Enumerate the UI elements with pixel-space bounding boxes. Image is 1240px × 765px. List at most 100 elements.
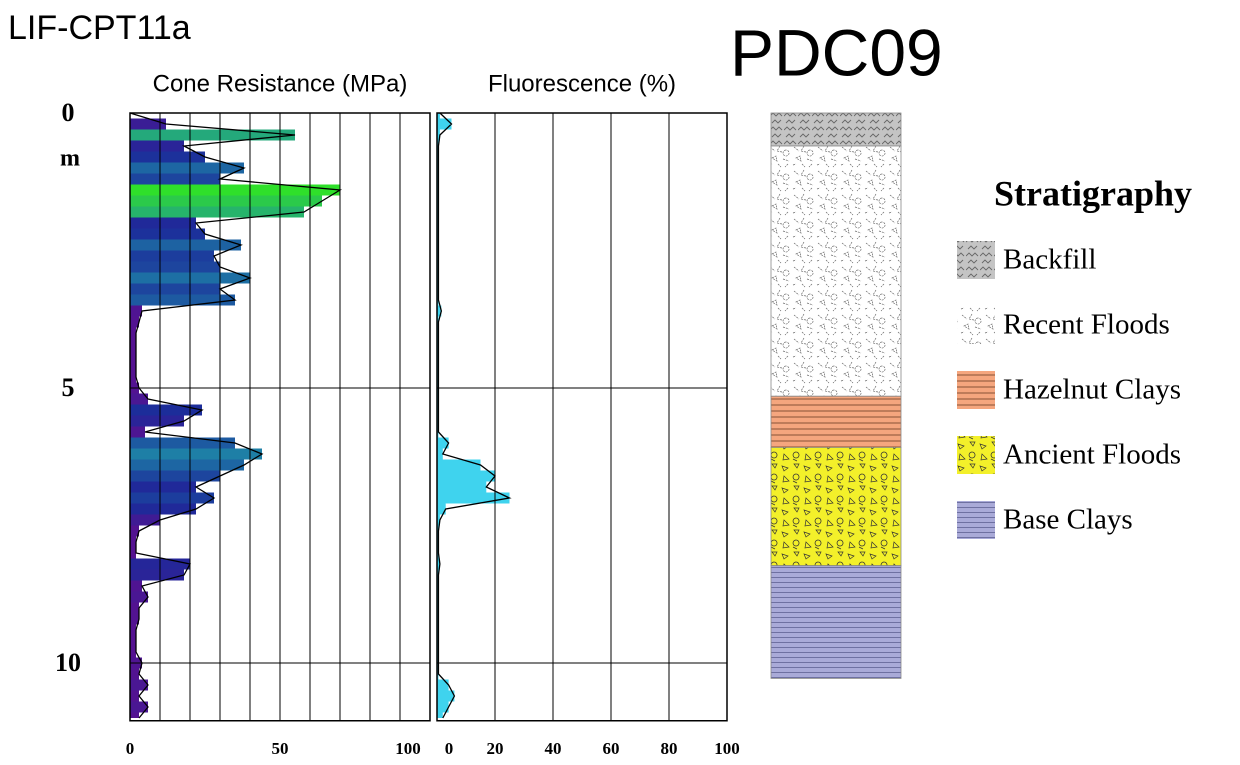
depth-band — [130, 316, 139, 328]
depth-band — [437, 448, 443, 460]
profile-line — [437, 112, 512, 719]
depth-band — [130, 173, 220, 185]
depth-band — [130, 195, 322, 207]
legend-swatch — [957, 306, 995, 344]
panel-frame — [129, 112, 431, 722]
depth-band — [130, 437, 235, 449]
legend-label: Ancient Floods — [1003, 439, 1181, 471]
depth-band — [437, 305, 442, 317]
depth-band — [130, 426, 145, 438]
depth-band — [130, 459, 244, 471]
depth-band — [437, 459, 481, 471]
stratum — [770, 565, 902, 679]
depth-band — [130, 239, 241, 251]
legend-swatch — [957, 501, 995, 539]
depth-band — [437, 129, 440, 141]
panel-title: Cone Resistance (MPa) — [153, 70, 408, 97]
legend-swatch — [957, 241, 995, 279]
depth-band — [130, 481, 196, 493]
depth-band — [130, 294, 235, 306]
depth-band — [130, 668, 139, 680]
x-tick-label: 40 — [545, 739, 562, 758]
depth-band — [130, 679, 148, 691]
depth-band — [130, 547, 136, 559]
depth-band — [437, 701, 449, 713]
legend-swatch — [957, 371, 995, 409]
depth-band — [130, 646, 136, 658]
y-tick-label: 10 — [55, 648, 81, 677]
depth-band — [437, 514, 440, 526]
depth-band — [130, 393, 148, 405]
panel-title: Fluorescence (%) — [488, 70, 676, 97]
panel-frame — [436, 112, 728, 722]
depth-band — [437, 690, 455, 702]
legend-title: Stratigraphy — [994, 173, 1192, 213]
depth-band — [130, 536, 136, 548]
depth-band — [130, 514, 160, 526]
depth-band — [130, 151, 205, 163]
depth-band — [130, 140, 184, 152]
depth-band — [437, 118, 452, 130]
depth-band — [130, 591, 148, 603]
stratum — [770, 446, 902, 567]
site-title: PDC09 — [730, 15, 943, 89]
depth-band — [130, 624, 136, 636]
depth-band — [130, 448, 262, 460]
depth-band — [130, 613, 139, 625]
legend-label: Hazelnut Clays — [1003, 374, 1181, 406]
depth-band — [437, 470, 495, 482]
x-tick-label: 0 — [445, 739, 454, 758]
legend-label: Base Clays — [1003, 504, 1133, 536]
legend-swatch — [957, 436, 995, 474]
depth-band — [130, 690, 139, 702]
depth-band — [130, 492, 214, 504]
x-tick-label: 50 — [272, 739, 289, 758]
depth-band — [437, 437, 449, 449]
depth-band — [130, 404, 202, 416]
stratum — [770, 112, 902, 147]
depth-band — [130, 525, 139, 537]
depth-band — [130, 283, 220, 295]
depth-band — [130, 184, 340, 196]
depth-band — [130, 712, 139, 718]
legend-label: Recent Floods — [1003, 309, 1170, 341]
depth-band — [130, 580, 142, 592]
figure-title: LIF-CPT11a — [8, 9, 191, 47]
depth-band — [437, 679, 449, 691]
y-tick-label: 5 — [62, 373, 75, 402]
depth-band — [130, 129, 295, 141]
depth-band — [130, 635, 136, 647]
depth-band — [130, 118, 166, 130]
depth-band — [130, 415, 184, 427]
depth-band — [130, 701, 148, 713]
depth-band — [130, 371, 136, 383]
depth-band — [130, 470, 220, 482]
depth-band — [130, 162, 244, 174]
stratum — [770, 395, 902, 448]
stratum — [770, 145, 902, 397]
depth-band — [130, 602, 139, 614]
depth-band — [130, 250, 214, 262]
legend-label: Backfill — [1003, 244, 1096, 276]
x-tick-label: 80 — [661, 739, 678, 758]
x-tick-label: 60 — [603, 739, 620, 758]
depth-band — [130, 349, 136, 361]
x-tick-label: 100 — [395, 739, 421, 758]
depth-band — [437, 558, 440, 570]
depth-band — [130, 217, 196, 229]
depth-band — [130, 503, 196, 515]
depth-unit: m — [60, 146, 80, 172]
depth-band — [437, 712, 443, 718]
depth-band — [130, 305, 142, 317]
x-tick-label: 20 — [487, 739, 504, 758]
depth-band — [130, 338, 136, 350]
depth-band — [437, 492, 510, 504]
depth-band — [130, 327, 136, 339]
depth-band — [437, 113, 440, 119]
y-tick-label: 0 — [62, 98, 75, 127]
x-tick-label: 0 — [126, 739, 135, 758]
x-tick-label: 100 — [714, 739, 740, 758]
profile-line — [129, 112, 343, 719]
depth-band — [437, 481, 487, 493]
